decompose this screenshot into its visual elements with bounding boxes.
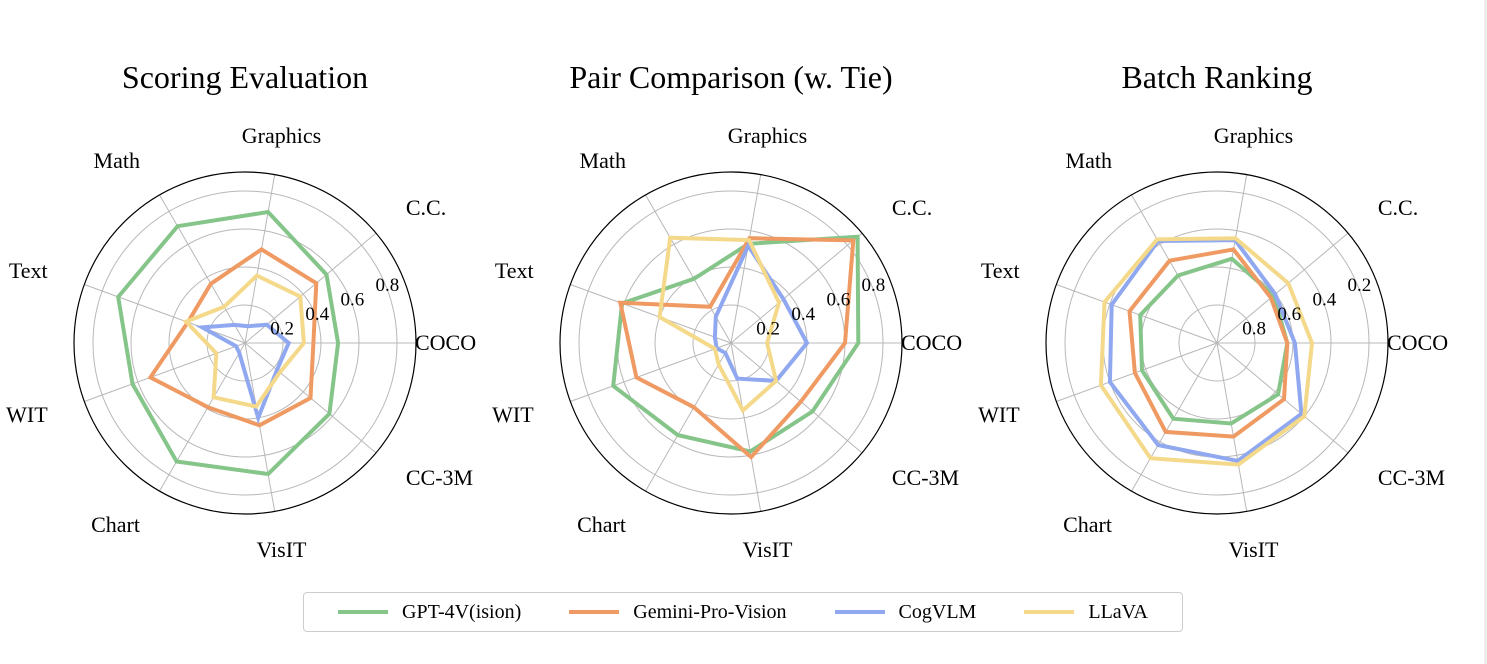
radial-tick-label: 0.2 bbox=[756, 318, 780, 339]
grid-spoke bbox=[645, 342, 732, 492]
category-label-c-c: C.C. bbox=[1378, 195, 1418, 220]
radial-tick-label: 0.6 bbox=[340, 289, 364, 310]
category-label-cc-3m: CC-3M bbox=[892, 465, 959, 490]
grid-spoke bbox=[1216, 342, 1248, 512]
series-llava bbox=[1098, 236, 1315, 467]
grid-spoke bbox=[159, 194, 246, 344]
category-label-cc-3m: CC-3M bbox=[406, 465, 473, 490]
outer-circle bbox=[1045, 171, 1389, 515]
category-label-text: Text bbox=[9, 258, 48, 283]
outer-circle bbox=[73, 171, 417, 515]
chart-title: Pair Comparison (w. Tie) bbox=[569, 59, 892, 95]
category-label-c-c: C.C. bbox=[892, 195, 932, 220]
grid-spoke bbox=[1216, 232, 1349, 344]
legend-item-cogvlm: CogVLM bbox=[834, 600, 977, 624]
grid-spoke bbox=[1056, 284, 1218, 344]
category-label-visit: VisIT bbox=[1228, 537, 1279, 562]
legend-item-llava: LLaVA bbox=[1024, 601, 1148, 624]
category-label-graphics: Graphics bbox=[242, 123, 321, 148]
radial-tick-label: 0.8 bbox=[862, 275, 886, 296]
category-label-c-c: C.C. bbox=[406, 195, 446, 220]
category-label-chart: Chart bbox=[91, 512, 140, 537]
category-label-graphics: Graphics bbox=[728, 123, 807, 148]
radial-tick-label: 0.4 bbox=[791, 304, 815, 325]
outer-circle bbox=[559, 171, 903, 515]
grid-spoke bbox=[730, 232, 863, 344]
category-label-coco: COCO bbox=[901, 330, 962, 355]
legend-swatch-gemini bbox=[569, 610, 620, 614]
chart-title: Scoring Evaluation bbox=[122, 59, 368, 95]
grid-spoke bbox=[730, 342, 863, 454]
grid-spoke bbox=[244, 174, 276, 344]
chart-title: Batch Ranking bbox=[1121, 59, 1312, 95]
legend-swatch-gpt4v bbox=[338, 610, 388, 614]
category-label-wit: WIT bbox=[978, 402, 1020, 427]
series-gpt-4v-ision bbox=[116, 209, 341, 477]
grid-spoke bbox=[84, 284, 246, 344]
category-label-visit: VisIT bbox=[742, 537, 793, 562]
radial-tick-label: 0.4 bbox=[1312, 289, 1336, 310]
grid-spoke bbox=[730, 342, 762, 512]
category-label-text: Text bbox=[495, 258, 534, 283]
radial-tick-label: 0.8 bbox=[376, 275, 400, 296]
legend-item-gemini: Gemini-Pro-Vision bbox=[569, 600, 787, 624]
category-label-math: Math bbox=[1066, 148, 1112, 173]
legend: GPT-4V(ision) Gemini-Pro-Vision CogVLM L… bbox=[303, 592, 1183, 632]
legend-label-gpt4v: GPT-4V(ision) bbox=[402, 600, 522, 623]
radar-chart-1: Scoring Evaluation 0.2 0.4 0.6 0.8 COCO C.C. Gr… bbox=[6, 59, 476, 562]
category-label-wit: WIT bbox=[492, 402, 534, 427]
category-label-coco: COCO bbox=[1387, 330, 1448, 355]
grid-spoke bbox=[570, 284, 732, 344]
category-label-chart: Chart bbox=[1063, 512, 1112, 537]
radial-tick-label: 0.2 bbox=[270, 318, 294, 339]
category-label-coco: COCO bbox=[415, 330, 476, 355]
category-label-chart: Chart bbox=[577, 512, 626, 537]
category-label-text: Text bbox=[981, 258, 1020, 283]
radial-tick-label: 0.6 bbox=[1277, 304, 1301, 325]
category-label-wit: WIT bbox=[6, 402, 48, 427]
scrollbar-edge bbox=[1484, 0, 1487, 664]
legend-item-gpt4v: GPT-4V(ision) bbox=[338, 601, 521, 624]
category-label-cc-3m: CC-3M bbox=[1378, 465, 1445, 490]
legend-label-cogvlm: CogVLM bbox=[898, 600, 977, 623]
legend-swatch-llava bbox=[1024, 610, 1075, 614]
grid-spoke bbox=[570, 342, 732, 402]
radial-tick-label: 0.4 bbox=[305, 304, 329, 325]
category-label-math: Math bbox=[580, 148, 626, 173]
series-cogvlm bbox=[1107, 238, 1304, 464]
radial-tick-label: 0.6 bbox=[826, 289, 850, 310]
grid-spoke bbox=[159, 342, 246, 492]
legend-label-gemini: Gemini-Pro-Vision bbox=[633, 600, 787, 623]
legend-label-llava: LLaVA bbox=[1088, 600, 1148, 623]
series-gemini-pro-vision bbox=[1127, 247, 1290, 439]
radar-chart-2: Pair Comparison (w. Tie) 0.2 0.4 0.6 0.8 COCO… bbox=[492, 59, 962, 562]
grid-spoke bbox=[1131, 194, 1218, 344]
radar-chart-3: Batch Ranking 0.8 0.6 0.4 0.2 COCO C.C. Graphic… bbox=[978, 59, 1448, 562]
legend-swatch-cogvlm bbox=[834, 610, 885, 614]
series-llava bbox=[657, 235, 782, 414]
radial-tick-label: 0.8 bbox=[1242, 318, 1266, 339]
series-cogvlm bbox=[195, 322, 292, 424]
series-llava bbox=[182, 273, 306, 409]
series-gemini-pro-vision bbox=[617, 236, 856, 460]
category-label-math: Math bbox=[94, 148, 140, 173]
series-gemini-pro-vision bbox=[147, 247, 319, 428]
radial-tick-label: 0.2 bbox=[1348, 275, 1372, 296]
category-label-visit: VisIT bbox=[256, 537, 307, 562]
category-label-graphics: Graphics bbox=[1214, 123, 1293, 148]
grid-spoke bbox=[730, 174, 762, 344]
